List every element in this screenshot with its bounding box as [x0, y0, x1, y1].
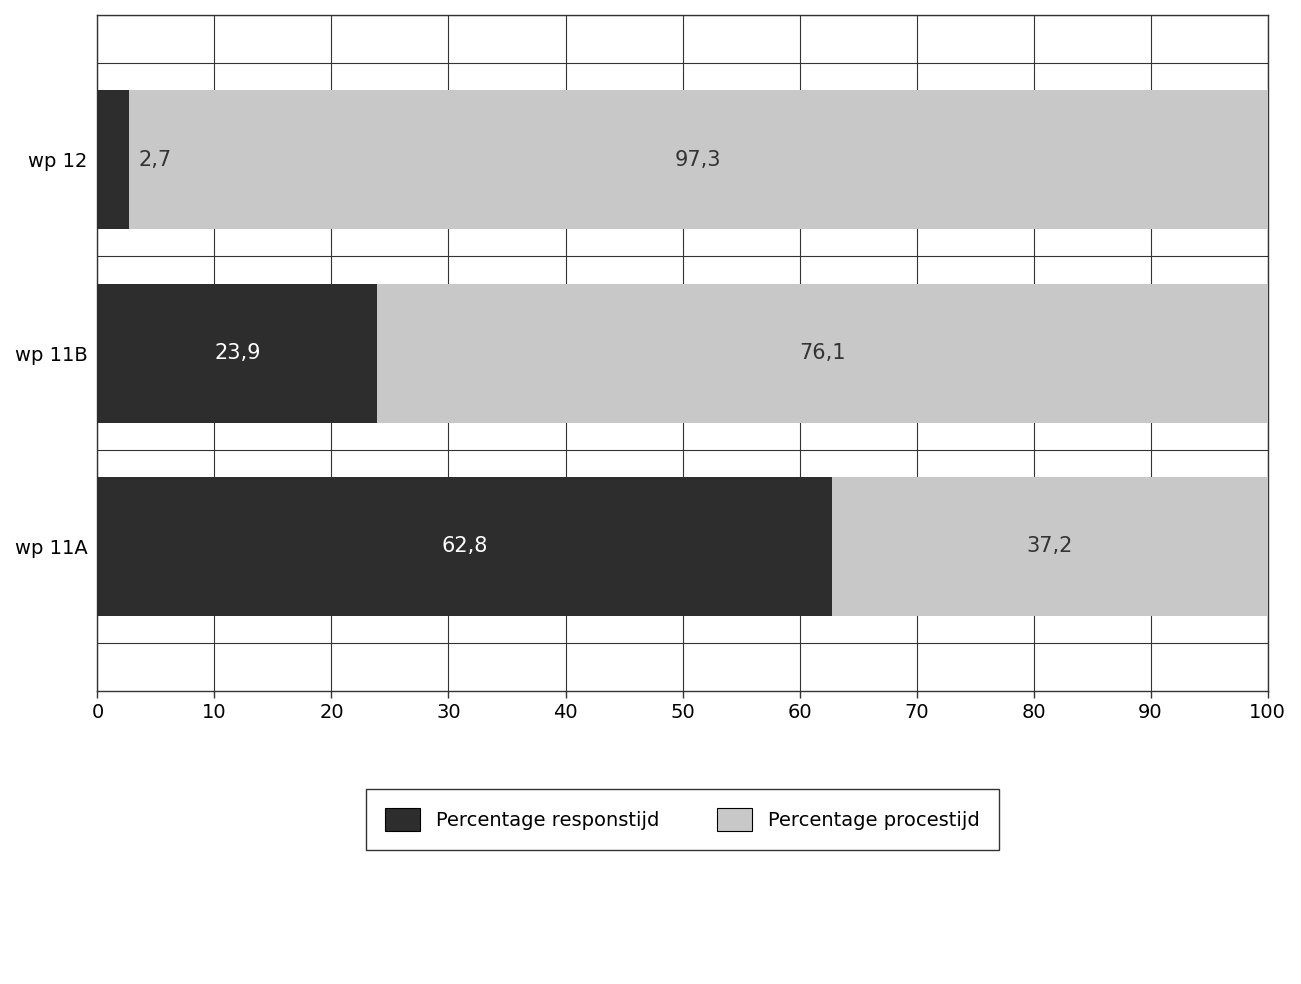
Bar: [98, 91, 129, 229]
Text: 76,1: 76,1: [799, 343, 846, 363]
Bar: [833, 476, 1267, 616]
Text: 97,3: 97,3: [675, 150, 722, 170]
Text: 23,9: 23,9: [215, 343, 260, 363]
Text: 2,7: 2,7: [138, 150, 172, 170]
Text: 62,8: 62,8: [442, 536, 488, 556]
Bar: [129, 91, 1267, 229]
Bar: [377, 283, 1267, 423]
Legend: Percentage responstijd, Percentage procestijd: Percentage responstijd, Percentage proce…: [366, 789, 999, 850]
Text: 37,2: 37,2: [1026, 536, 1073, 556]
Bar: [98, 283, 377, 423]
Bar: [98, 476, 833, 616]
